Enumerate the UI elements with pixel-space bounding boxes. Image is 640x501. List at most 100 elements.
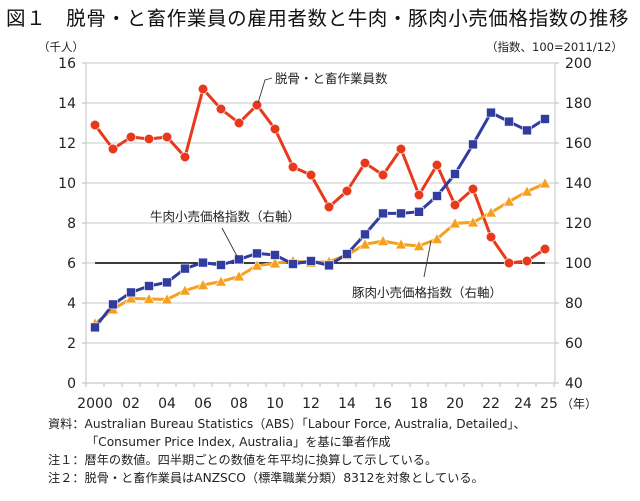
beef-point: [342, 249, 352, 259]
workers-point: [125, 131, 137, 143]
right-tick-label: 80: [565, 296, 583, 312]
series-group: [88, 83, 552, 333]
x-axis-label: （年）: [561, 397, 597, 411]
right-tick-label: 40: [565, 376, 583, 392]
workers-series-label: 脱骨・と畜作業員数: [275, 71, 388, 86]
beef-point: [324, 260, 334, 271]
x-tick-label: 16: [374, 396, 392, 412]
left-tick-label: 8: [67, 216, 76, 232]
workers-point: [179, 151, 191, 163]
x-tick-label: 18: [410, 396, 428, 412]
workers-point: [251, 99, 263, 111]
pork-point: [520, 185, 534, 197]
beef-point: [486, 107, 496, 118]
workers-leader-line: [257, 77, 273, 104]
beef-point: [270, 250, 280, 260]
left-tick-label: 12: [58, 136, 76, 152]
x-tick-label: 24: [514, 396, 532, 412]
workers-series: [89, 83, 551, 269]
left-tick-label: 16: [58, 56, 76, 72]
pork-series-label: 豚肉小売価格指数（右軸）: [352, 285, 502, 300]
right-axis-unit: （指数、100=2011/12）: [486, 40, 623, 54]
workers-point: [107, 143, 119, 155]
note-2: 注２：脱骨・と畜作業員はANZSCO（標準職業分類）8312を対象としている。: [48, 471, 484, 485]
beef-point: [504, 116, 514, 127]
left-tick-label: 6: [67, 256, 76, 272]
workers-point: [467, 183, 479, 195]
chart: 0246810121416406080100120140160180200200…: [58, 56, 597, 412]
beef-point: [108, 299, 118, 310]
x-tick-label: 04: [158, 396, 176, 412]
pork-point: [214, 275, 228, 287]
beef-point: [126, 287, 136, 298]
pork-point: [124, 292, 138, 304]
notes-block: 資料：Australian Bureau Statistics（ABS）「Lab…: [48, 415, 526, 487]
pork-leader-line: [423, 240, 432, 278]
pork-point: [538, 177, 552, 189]
source-note-cont: 「Consumer Price Index, Australia」を基に筆者作成: [86, 435, 391, 449]
pork-series: [88, 177, 552, 329]
right-tick-label: 200: [565, 56, 592, 72]
note-1: 注１：暦年の数値。四半期ごとの数値を年平均に換算して示している。: [48, 453, 438, 467]
workers-point: [395, 143, 407, 155]
left-tick-label: 4: [67, 296, 76, 312]
right-tick-label: 180: [565, 96, 592, 112]
pork-point: [502, 195, 516, 207]
pork-point: [178, 284, 192, 296]
workers-point: [161, 131, 173, 143]
beef-point: [162, 277, 172, 288]
pork-point: [448, 217, 462, 229]
beef-point: [216, 260, 226, 270]
workers-point: [143, 133, 155, 145]
x-tick-label: 14: [338, 396, 356, 412]
x-tick-label: 10: [266, 396, 284, 412]
workers-point: [323, 201, 335, 213]
beef-series: [90, 107, 550, 333]
beef-point: [414, 207, 424, 217]
pork-point: [196, 278, 210, 290]
workers-point: [503, 257, 515, 269]
right-tick-label: 100: [565, 256, 592, 272]
pork-point: [250, 259, 264, 271]
right-tick-label: 140: [565, 176, 592, 192]
workers-point: [305, 169, 317, 181]
workers-point: [197, 83, 209, 95]
pork-point: [232, 270, 246, 282]
workers-point: [521, 255, 533, 267]
x-tick-label: 25: [540, 396, 558, 412]
workers-point: [539, 243, 551, 255]
x-tick-label: 12: [302, 396, 320, 412]
workers-point: [377, 169, 389, 181]
pork-point: [160, 293, 174, 305]
x-tick-label: 22: [482, 396, 500, 412]
beef-point: [306, 256, 316, 266]
annotations: 脱骨・と畜作業員数 牛肉小売価格指数（右軸） 豚肉小売価格指数（右軸）: [150, 71, 502, 300]
beef-point: [252, 248, 262, 259]
workers-point: [269, 123, 281, 135]
workers-point: [233, 117, 245, 129]
right-tick-label: 60: [565, 336, 583, 352]
x-tick-label: 2000: [77, 396, 113, 412]
beef-point: [396, 208, 406, 219]
tick-labels: 0246810121416406080100120140160180200200…: [58, 56, 597, 412]
beef-leader-line: [221, 227, 239, 259]
x-tick-label: 06: [194, 396, 212, 412]
x-tick-label: 08: [230, 396, 248, 412]
workers-point: [431, 159, 443, 171]
x-tick-label: 20: [446, 396, 464, 412]
beef-point: [180, 263, 190, 274]
left-tick-label: 2: [67, 336, 76, 352]
left-tick-label: 10: [58, 176, 76, 192]
right-tick-label: 160: [565, 136, 592, 152]
beef-point: [198, 257, 208, 268]
pork-point: [430, 232, 444, 244]
x-tick-label: 02: [122, 396, 140, 412]
pork-point: [394, 238, 408, 250]
beef-point: [522, 125, 532, 136]
left-tick-label: 14: [58, 96, 76, 112]
beef-point: [540, 114, 550, 124]
workers-line: [93, 87, 546, 265]
pork-point: [466, 216, 480, 228]
workers-point: [359, 157, 371, 169]
workers-point: [485, 231, 497, 243]
